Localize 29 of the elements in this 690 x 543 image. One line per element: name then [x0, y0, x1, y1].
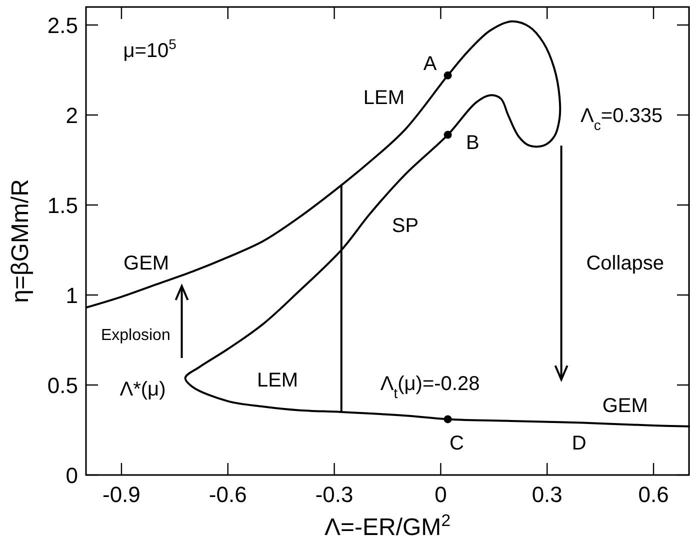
y-tick-label: 0: [66, 463, 78, 488]
annotation: A: [423, 52, 438, 75]
x-tick-label: 0: [434, 482, 447, 507]
y-tick-label: 2: [66, 103, 78, 128]
annotation: B: [466, 132, 480, 154]
y-tick-label: 1: [66, 283, 78, 308]
x-axis-title: Λ=-ER/GM$^{2}$: [324, 510, 451, 541]
x-tick-label: -0.3: [315, 482, 354, 507]
annotation: Λ*(μ): [120, 378, 166, 401]
x-tick-label: 0.6: [638, 482, 669, 507]
annotation: LEM: [256, 370, 298, 392]
annotation: SP: [392, 214, 419, 237]
annotation: GEM: [124, 252, 170, 275]
x-tick-label: -0.9: [102, 482, 140, 507]
annotation: Λ$_{c}$=0.335: [580, 105, 663, 133]
x-tick-label: -0.6: [208, 482, 247, 507]
y-tick-label: 2.5: [47, 13, 78, 38]
annotation: Collapse: [586, 252, 664, 275]
x-tick-label: 0.3: [532, 482, 562, 507]
annotation: Λ$_{t}$(μ)=-0.28: [380, 373, 480, 402]
annotation: GEM: [602, 394, 648, 417]
annotation: D: [572, 432, 586, 455]
y-tick-label: 0.5: [47, 373, 78, 398]
annotation: Explosion: [100, 326, 170, 344]
annotation: C: [449, 432, 464, 455]
y-tick-label: 1.5: [47, 193, 78, 218]
y-axis-title: η=βGMm/R: [7, 179, 34, 303]
annotation: μ=10$^{5}$: [123, 36, 177, 62]
annotation: LEM: [363, 87, 405, 109]
